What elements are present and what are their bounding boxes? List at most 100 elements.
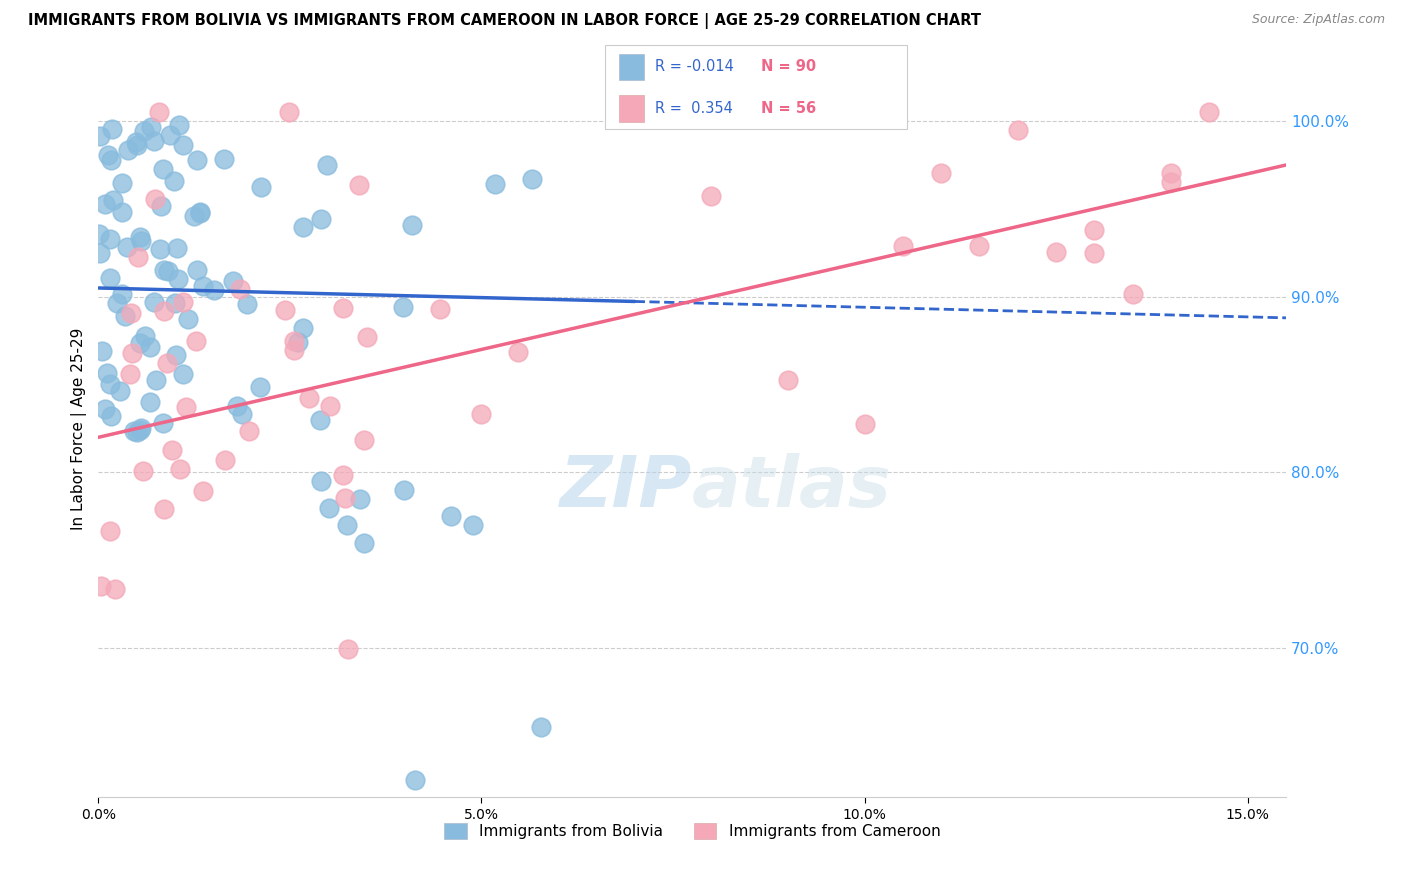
Point: [150, 199, 173, 213]
Text: R = -0.014: R = -0.014: [655, 60, 734, 74]
Point: [191, 484, 214, 499]
Point: [165, 348, 187, 362]
Point: [188, 206, 211, 220]
Point: [429, 301, 451, 316]
Point: [191, 279, 214, 293]
Point: [167, 119, 190, 133]
Point: [139, 339, 162, 353]
Point: [143, 295, 166, 310]
Point: [356, 330, 378, 344]
Point: [152, 501, 174, 516]
Point: [149, 242, 172, 256]
Point: [98, 524, 121, 538]
Point: [101, 121, 124, 136]
Point: [776, 373, 799, 387]
Point: [332, 468, 354, 483]
Text: ZIP: ZIP: [560, 453, 692, 522]
Point: [520, 172, 543, 186]
Point: [1160, 175, 1182, 189]
Point: [114, 309, 136, 323]
Point: [250, 180, 273, 194]
Point: [225, 399, 247, 413]
Point: [97, 148, 120, 162]
Point: [401, 219, 423, 233]
Point: [152, 161, 174, 176]
Point: [125, 137, 148, 152]
Point: [508, 345, 530, 359]
Point: [186, 153, 208, 167]
Legend: Immigrants from Bolivia, Immigrants from Cameroon: Immigrants from Bolivia, Immigrants from…: [437, 817, 946, 845]
Point: [93, 197, 115, 211]
Point: [292, 219, 315, 234]
Point: [214, 452, 236, 467]
Y-axis label: In Labor Force | Age 25-29: In Labor Force | Age 25-29: [72, 327, 87, 530]
Point: [186, 262, 208, 277]
Point: [142, 134, 165, 148]
Point: [315, 158, 337, 172]
Point: [249, 379, 271, 393]
Text: R =  0.354: R = 0.354: [655, 102, 733, 116]
Point: [172, 367, 194, 381]
Point: [105, 295, 128, 310]
Point: [929, 166, 952, 180]
Point: [1045, 245, 1067, 260]
Point: [332, 301, 354, 316]
Point: [94, 402, 117, 417]
Point: [110, 205, 132, 219]
Point: [98, 376, 121, 391]
Point: [186, 334, 208, 348]
Point: [222, 274, 245, 288]
Point: [100, 409, 122, 424]
Point: [159, 128, 181, 142]
Point: [98, 271, 121, 285]
Point: [1083, 223, 1105, 237]
Text: IMMIGRANTS FROM BOLIVIA VS IMMIGRANTS FROM CAMEROON IN LABOR FORCE | AGE 25-29 C: IMMIGRANTS FROM BOLIVIA VS IMMIGRANTS FR…: [28, 13, 981, 29]
Point: [152, 417, 174, 431]
Point: [156, 263, 179, 277]
Point: [134, 124, 156, 138]
Point: [333, 491, 356, 505]
Point: [128, 336, 150, 351]
Point: [1122, 286, 1144, 301]
Text: N = 56: N = 56: [761, 102, 815, 116]
Point: [287, 334, 309, 349]
Point: [125, 135, 148, 149]
Point: [163, 174, 186, 188]
Point: [120, 305, 142, 319]
Point: [131, 234, 153, 248]
Point: [484, 177, 506, 191]
Point: [129, 423, 152, 437]
Point: [108, 384, 131, 398]
Point: [353, 535, 375, 549]
Point: [167, 272, 190, 286]
Point: [120, 367, 142, 381]
Point: [134, 328, 156, 343]
Point: [156, 356, 179, 370]
Point: [165, 295, 187, 310]
Point: [461, 518, 484, 533]
Point: [298, 392, 321, 406]
Point: [309, 413, 332, 427]
Point: [121, 346, 143, 360]
Point: [1083, 246, 1105, 260]
Point: [235, 296, 257, 310]
Point: [174, 400, 197, 414]
Point: [145, 373, 167, 387]
Point: [90, 344, 112, 359]
Text: N = 90: N = 90: [761, 60, 815, 74]
Point: [273, 303, 295, 318]
Point: [96, 366, 118, 380]
Point: [700, 189, 723, 203]
Point: [440, 509, 463, 524]
Point: [128, 230, 150, 244]
Point: [319, 400, 342, 414]
Point: [353, 433, 375, 447]
Point: [283, 334, 305, 348]
Point: [530, 720, 553, 734]
Point: [148, 105, 170, 120]
Point: [89, 245, 111, 260]
Point: [160, 443, 183, 458]
Point: [231, 407, 253, 421]
Point: [1007, 122, 1029, 136]
Text: Source: ZipAtlas.com: Source: ZipAtlas.com: [1251, 13, 1385, 27]
